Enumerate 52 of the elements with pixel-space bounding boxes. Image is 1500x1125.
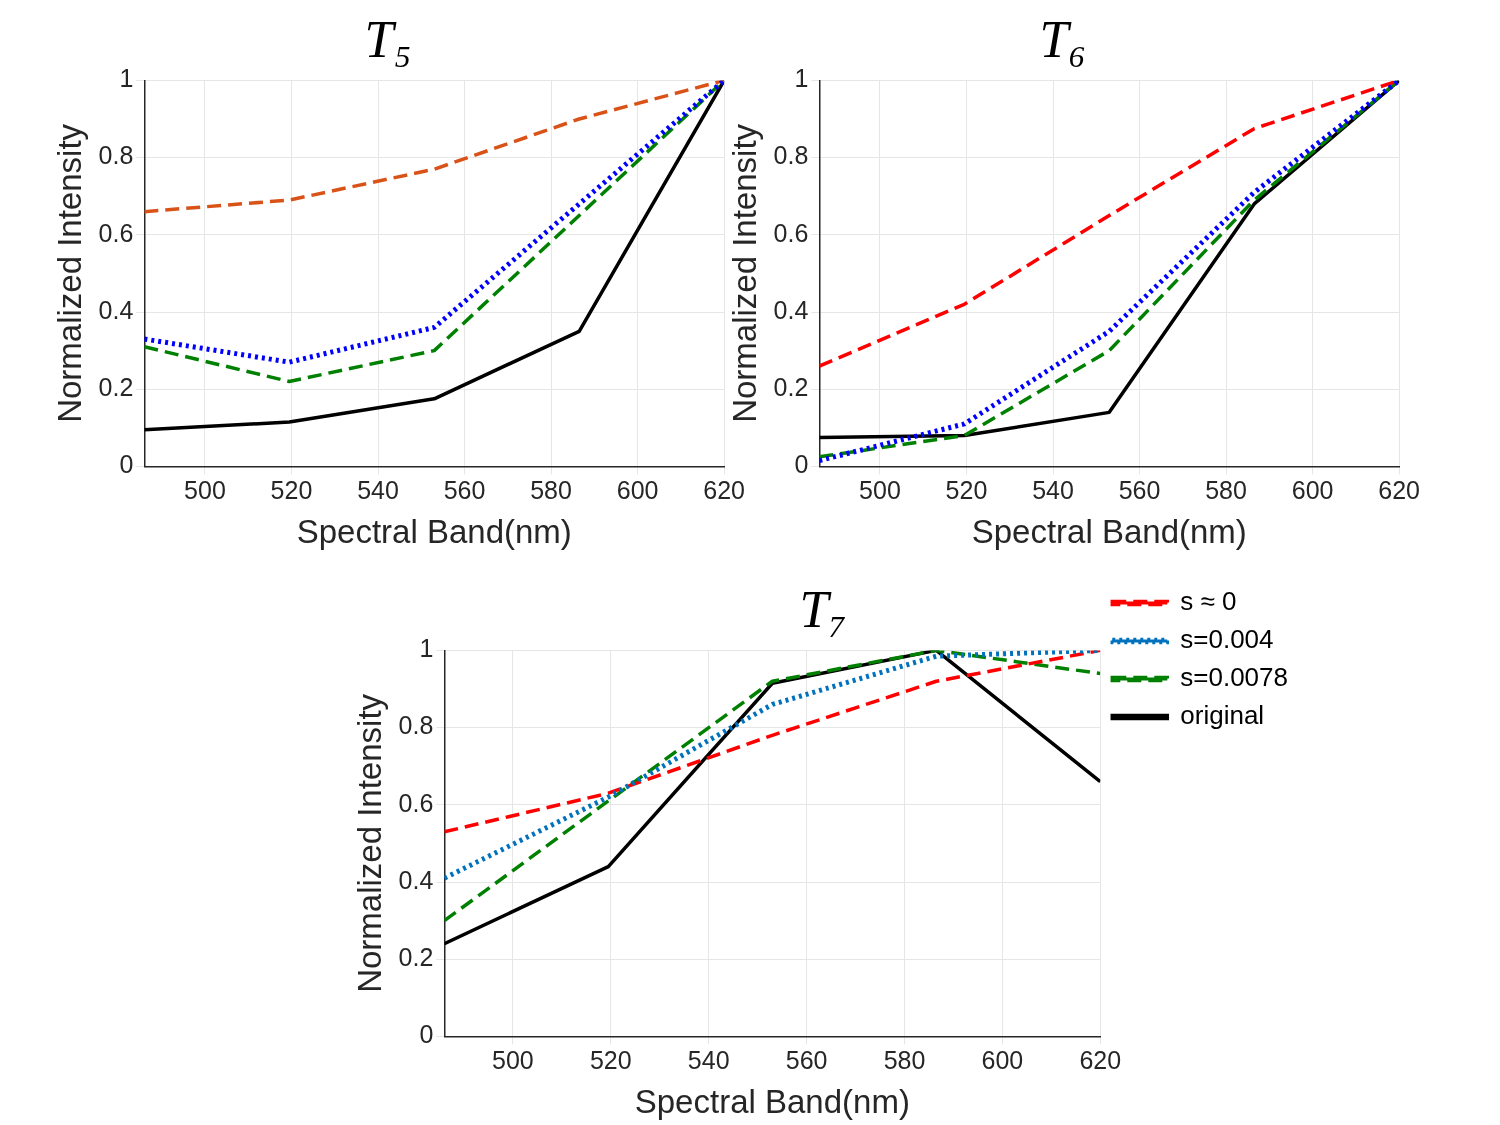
x-tick-label: 540 [357, 476, 399, 505]
x-tick-label: 520 [589, 1046, 632, 1075]
legend-label: original [1180, 700, 1265, 731]
x-tick-label: 540 [1032, 476, 1074, 505]
x-tick-label: 560 [443, 476, 486, 505]
x-tick-label: 500 [492, 1046, 534, 1075]
x-tick-label: 500 [859, 476, 901, 505]
legend-label: s=0.004 [1180, 624, 1274, 655]
x-tick-label: 580 [1205, 476, 1247, 505]
x-tick-label: 600 [981, 1046, 1024, 1075]
x-axis-title: Spectral Band(nm) [634, 1083, 910, 1121]
y-tick-label: 0.8 [98, 141, 134, 170]
x-tick-label: 620 [703, 476, 745, 505]
y-tick-label: 0.8 [398, 711, 434, 740]
y-axis-title: Normalized Intensity [725, 123, 763, 423]
y-tick-label: 0.6 [398, 788, 434, 817]
y-tick-label: 0.4 [398, 865, 434, 894]
y-tick-label: 0.6 [98, 218, 134, 247]
x-tick-label: 500 [184, 476, 226, 505]
x-tick-label: 520 [270, 476, 313, 505]
chart-title: T₅ [364, 10, 412, 68]
x-tick-label: 520 [945, 476, 988, 505]
y-tick-label: 1 [794, 64, 809, 93]
x-tick-label: 600 [1291, 476, 1334, 505]
y-tick-label: 0 [119, 450, 134, 479]
chart-title: T₆ [1039, 10, 1087, 68]
y-tick-label: 0 [419, 1020, 434, 1049]
x-tick-label: 560 [1118, 476, 1161, 505]
y-tick-label: 1 [119, 64, 134, 93]
x-axis-title: Spectral Band(nm) [971, 513, 1247, 551]
y-axis-title: Normalized Intensity [50, 123, 88, 423]
x-tick-label: 540 [687, 1046, 730, 1075]
y-tick-label: 0.4 [98, 295, 134, 324]
y-axis-title: Normalized Intensity [350, 693, 388, 993]
y-tick-label: 0 [794, 450, 809, 479]
x-tick-label: 620 [1079, 1046, 1122, 1075]
x-tick-label: 560 [785, 1046, 828, 1075]
chart-title: T₇ [799, 580, 847, 638]
y-tick-label: 0.4 [773, 295, 809, 324]
x-tick-label: 580 [883, 1046, 926, 1075]
y-tick-label: 0.2 [98, 373, 134, 402]
x-tick-label: 600 [616, 476, 659, 505]
x-tick-label: 580 [530, 476, 572, 505]
y-tick-label: 0.8 [773, 141, 809, 170]
legend-label: s=0.0078 [1180, 662, 1289, 693]
y-tick-label: 0.2 [398, 943, 434, 972]
y-tick-label: 0.2 [773, 373, 809, 402]
x-axis-title: Spectral Band(nm) [296, 513, 572, 551]
legend-label: s ≈ 0 [1180, 586, 1237, 617]
y-tick-label: 1 [419, 634, 434, 663]
y-tick-label: 0.6 [773, 218, 809, 247]
x-tick-label: 620 [1378, 476, 1420, 505]
